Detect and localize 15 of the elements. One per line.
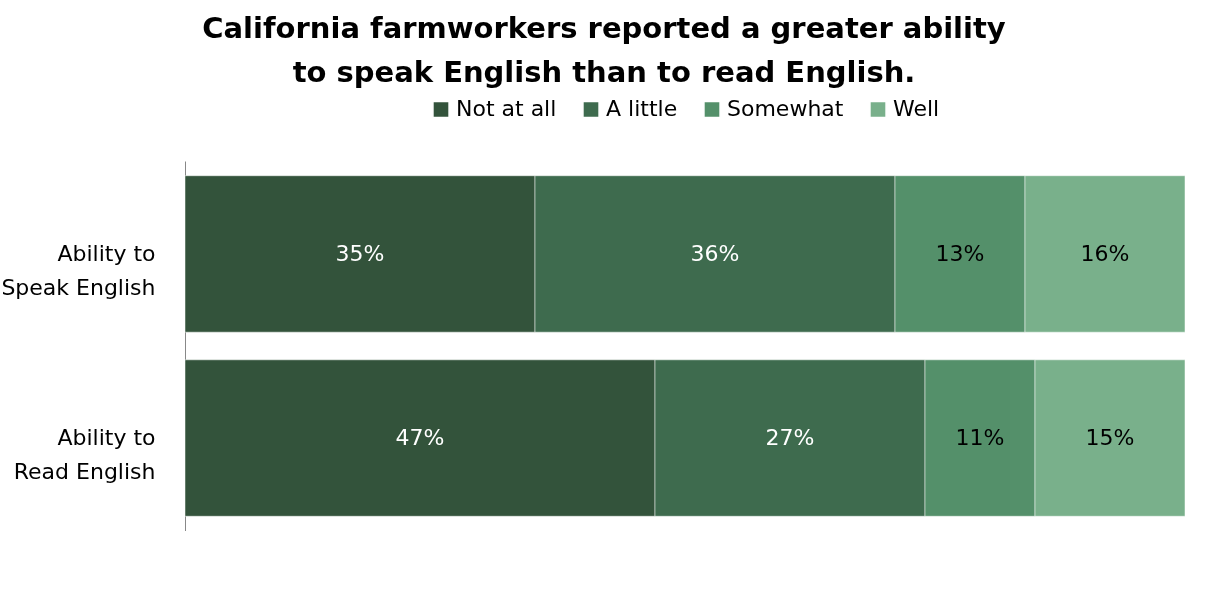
data-label: 11% xyxy=(955,425,1005,451)
y-tick-label: Ability to Speak English xyxy=(1,240,156,300)
legend-label: Somewhat xyxy=(727,96,844,122)
data-label: 15% xyxy=(1085,425,1135,451)
data-label: 36% xyxy=(690,240,740,266)
data-label: 13% xyxy=(935,240,985,266)
legend-label: Not at all xyxy=(456,96,557,122)
y-tick-label: Ability to Read English xyxy=(13,425,156,485)
data-label: 47% xyxy=(395,425,445,451)
data-label: 27% xyxy=(765,425,815,451)
legend-label: Well xyxy=(893,96,940,122)
data-label: 35% xyxy=(335,240,385,266)
legend-label: A little xyxy=(606,96,678,122)
chart-title: California farmworkers reported a greater ability to speak English than to read English. xyxy=(201,10,1007,91)
data-label: 16% xyxy=(1080,240,1130,266)
